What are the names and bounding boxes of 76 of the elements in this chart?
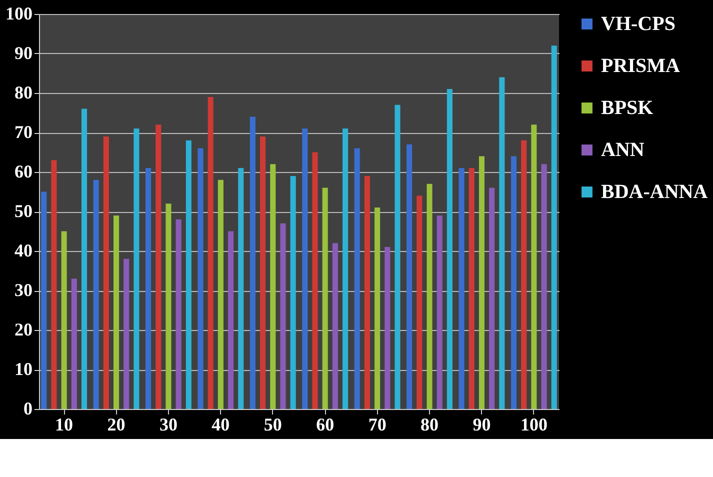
bar [374, 208, 380, 409]
bar [499, 77, 505, 409]
legend-label: ANN [601, 139, 645, 161]
bar [322, 188, 328, 409]
bar [124, 258, 130, 409]
x-tick-label: 80 [420, 414, 439, 434]
x-tick-label: 100 [520, 414, 548, 434]
y-tick-label: 10 [14, 359, 32, 379]
x-tick-label: 40 [212, 414, 230, 434]
y-tick-label: 60 [14, 162, 32, 182]
bar [250, 116, 256, 409]
bar [436, 215, 442, 409]
bar [218, 180, 224, 409]
bar [541, 164, 547, 409]
y-tick-label: 100 [6, 4, 32, 24]
bar [71, 278, 77, 409]
x-tick-label: 60 [316, 414, 334, 434]
bar [270, 164, 276, 409]
y-tick-label: 40 [14, 240, 32, 260]
bar [312, 152, 318, 409]
x-tick-label: 10 [55, 414, 74, 434]
bar [290, 176, 296, 409]
bar [166, 204, 172, 409]
bar [426, 184, 432, 409]
bar [198, 148, 204, 409]
y-tick-label: 20 [14, 320, 32, 340]
bar [531, 124, 537, 409]
bar [113, 215, 120, 409]
bar [510, 156, 517, 409]
y-tick-label: 90 [14, 43, 32, 63]
bar [468, 168, 474, 409]
y-tick-label: 70 [14, 122, 32, 142]
bar [478, 156, 485, 409]
bar [342, 128, 348, 409]
legend-label: BPSK [601, 97, 654, 119]
bar [384, 247, 390, 409]
bar [186, 140, 192, 409]
bar [332, 243, 338, 409]
bar [280, 223, 286, 409]
bar [394, 104, 400, 409]
bar [260, 136, 266, 409]
bar [146, 168, 152, 409]
x-tick-label: 30 [159, 414, 178, 434]
bar [103, 136, 109, 409]
y-tick-label: 50 [14, 201, 32, 221]
bar [156, 124, 162, 409]
y-tick-label: 0 [24, 398, 32, 418]
bar [208, 96, 214, 409]
bar [354, 148, 360, 409]
bar [41, 192, 47, 409]
y-tick-label: 30 [14, 280, 32, 300]
x-tick-label: 50 [264, 414, 282, 434]
bar [134, 128, 140, 409]
y-tick-label: 80 [14, 82, 32, 102]
bar [551, 46, 557, 409]
x-tick-label: 90 [472, 414, 491, 434]
bar [406, 144, 412, 409]
bar [238, 168, 244, 409]
bar [51, 160, 57, 409]
bar [489, 188, 495, 409]
bar [521, 140, 527, 409]
bar [416, 196, 422, 409]
bar [81, 108, 88, 409]
bar [176, 219, 182, 409]
legend-label: PRISMA [601, 55, 680, 77]
x-tick-label: 70 [368, 414, 386, 434]
legend-label: BDA-ANNA [601, 181, 708, 203]
bar [61, 231, 67, 409]
bar [458, 168, 464, 409]
legend-label: VH-CPS [601, 13, 676, 35]
bar [228, 231, 234, 409]
bar [446, 89, 452, 409]
bar [93, 180, 99, 409]
x-tick-label: 20 [107, 414, 126, 434]
bar [364, 176, 370, 409]
bar [302, 128, 308, 409]
